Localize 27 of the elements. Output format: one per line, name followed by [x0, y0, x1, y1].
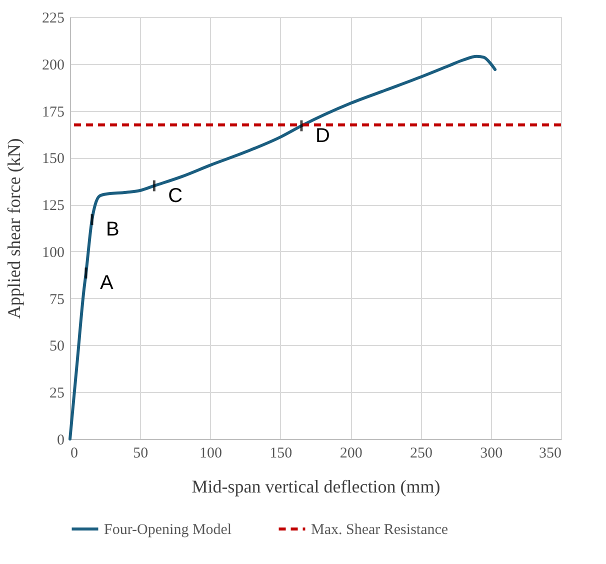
x-axis-title: Mid-span vertical deflection (mm): [192, 476, 440, 496]
x-tick-label: 350: [539, 446, 562, 462]
y-tick-label: 25: [50, 386, 64, 402]
y-tick-label: 150: [42, 151, 64, 168]
y-axis-title: Applied shear force (kN): [4, 138, 24, 319]
line-series: [68, 54, 497, 440]
y-tick-label: 0: [57, 432, 64, 448]
x-tick-label: 150: [270, 446, 292, 462]
x-tick-label: 100: [200, 446, 222, 462]
y-tick-label: 50: [50, 338, 64, 355]
y-tick-label: 100: [42, 244, 64, 261]
y-tick-label: 200: [42, 57, 64, 74]
x-tick-label: 300: [480, 446, 503, 462]
y-tick-label: 75: [50, 292, 64, 308]
legend-label: Four-Opening Model: [104, 522, 232, 538]
y-tick-label: 225: [42, 10, 64, 26]
annotation: B: [106, 218, 120, 241]
x-tick-label: 0: [70, 446, 78, 462]
annotation: C: [168, 184, 183, 207]
x-tick-label: 50: [133, 446, 148, 462]
x-tick-label: 200: [340, 446, 362, 462]
y-tick-label: 125: [42, 198, 64, 214]
annotation: D: [315, 124, 330, 147]
annotation: A: [100, 272, 114, 294]
y-tick-label: 175: [42, 104, 64, 120]
legend-label: Max. Shear Resistance: [311, 522, 448, 538]
x-tick-label: 250: [410, 446, 432, 462]
